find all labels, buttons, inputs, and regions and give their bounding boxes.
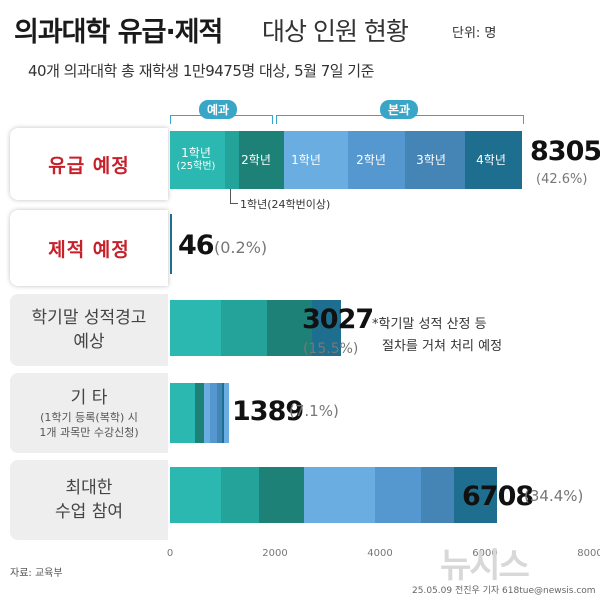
bar-segment	[170, 383, 196, 443]
seg-label: 3학년	[416, 153, 446, 167]
row-label: 수업 참여	[55, 502, 123, 522]
x-tick-label: 4000	[367, 548, 393, 559]
row-label: 최대한	[65, 478, 113, 498]
bar-segment	[374, 467, 422, 523]
row-sublabel: (1학기 등록(복학) 시	[40, 411, 138, 424]
value-label: 8305	[530, 136, 600, 167]
row-label-box-repeat: 유급 예정	[10, 128, 168, 200]
bar-segment	[195, 383, 204, 443]
watermark-logo: 뉴시스	[440, 546, 530, 586]
seg-label-y2: 2학년	[238, 131, 274, 189]
row-label: 학기말 성적경고	[31, 308, 147, 328]
premed-pill: 예과	[199, 100, 238, 119]
row-label: 예상	[73, 332, 105, 352]
percent-label: (42.6%)	[536, 172, 588, 187]
bar-segment	[225, 131, 240, 189]
main-pill: 본과	[380, 100, 419, 119]
bar-segment	[224, 383, 229, 443]
bar-segment	[220, 300, 268, 356]
bar-segment	[303, 467, 375, 523]
row-sublabel: 1개 과목만 수강신청)	[39, 426, 139, 439]
bar-segment	[267, 300, 312, 356]
row-label-box-other: 기 타 (1학기 등록(복학) 시 1개 과목만 수강신청)	[10, 373, 168, 453]
chart-title-rest: 대상 인원 현황	[262, 17, 409, 46]
bar-segment	[170, 214, 172, 274]
x-tick-label: 6000	[472, 548, 498, 559]
bar-segment	[216, 383, 222, 443]
x-tick-label: 2000	[262, 548, 288, 559]
seg-label: 1학년	[181, 146, 211, 160]
credit-label: 25.05.09 전진우 기자 618tue@newsis.com	[412, 586, 596, 596]
percent-label: (0.2%)	[214, 238, 268, 257]
bar-segment	[405, 131, 465, 189]
bar-segment	[311, 300, 341, 356]
chart-title: 의과대학 유급·제적	[14, 17, 223, 48]
callout-label: 1학년(24학번이상)	[240, 198, 331, 211]
row-label: 기 타	[70, 388, 108, 408]
seg-label: 1학년	[291, 153, 321, 167]
percent-label: (15.5%)	[303, 341, 359, 357]
bar-segment	[464, 131, 522, 189]
value-label: 1389	[232, 396, 304, 427]
footnote-line: 절차를 거쳐 처리 예정	[382, 339, 503, 354]
x-tick-label: 0	[166, 548, 174, 559]
seg-label-b2: 2학년	[341, 131, 401, 189]
bar-segment	[239, 131, 284, 189]
percent-label: (7.1%)	[289, 402, 339, 420]
row-label: 유급 예정	[48, 154, 130, 177]
seg-label-b4: 4학년	[461, 131, 521, 189]
bar-segment	[454, 467, 497, 523]
chart-subtitle: 40개 의과대학 총 재학생 1만9475명 대상, 5월 7일 기준	[28, 62, 374, 80]
row-label-box-attend: 최대한 수업 참여	[10, 460, 168, 540]
bar-segment	[170, 467, 221, 523]
x-tick-label: 8000	[577, 548, 600, 559]
bar-segment	[259, 467, 304, 523]
bar-segment	[170, 131, 226, 189]
seg-sublabel: (25학번)	[176, 161, 216, 172]
bar-segment	[221, 383, 225, 443]
bar-segment	[421, 467, 455, 523]
seg-label-b1: 1학년	[276, 131, 336, 189]
source-label: 자료: 교육부	[10, 568, 63, 579]
seg-label: 4학년	[476, 153, 506, 167]
seg-label: 2학년	[241, 153, 271, 167]
bar-segment	[220, 467, 259, 523]
bar-segment	[203, 383, 211, 443]
footnote-line: *학기말 성적 산정 등	[372, 317, 487, 332]
seg-label-b3: 3학년	[401, 131, 461, 189]
bar-segment	[170, 300, 221, 356]
row-label: 제적 예정	[48, 238, 130, 261]
callout-tick	[230, 203, 238, 204]
seg-label-y1-25: 1학년 (25학번)	[170, 131, 222, 189]
seg-label: 2학년	[356, 153, 386, 167]
bar-segment	[348, 131, 406, 189]
value-label: 3027	[302, 304, 374, 335]
row-label-box-warning: 학기말 성적경고 예상	[10, 294, 168, 366]
bar-segment	[210, 383, 217, 443]
row-label-box-expel: 제적 예정	[10, 210, 168, 286]
percent-label: (34.4%)	[524, 487, 584, 505]
footnote: *학기말 성적 산정 등 절차를 거쳐 처리 예정	[372, 314, 502, 358]
callout-line	[230, 189, 231, 203]
value-label: 6708	[462, 481, 534, 512]
unit-label: 단위: 명	[452, 26, 497, 41]
bar-segment	[283, 131, 348, 189]
value-label: 46	[178, 230, 215, 261]
